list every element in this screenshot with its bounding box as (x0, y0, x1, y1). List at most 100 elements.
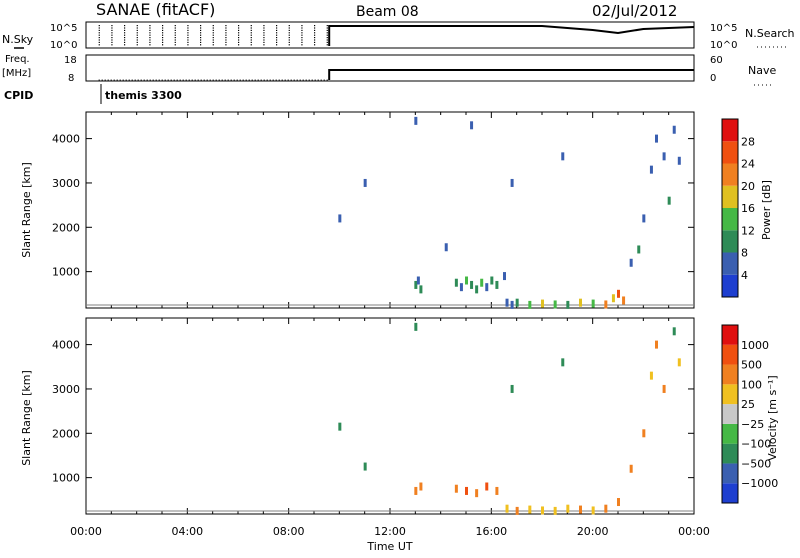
cpid-label: CPID (4, 89, 33, 102)
nsky-dot (200, 34, 202, 36)
nsky-dot (250, 32, 252, 34)
nsky-dot (111, 34, 113, 36)
velocity-colorbar-label: Velocity [m s⁻¹] (766, 375, 779, 460)
x-tick-label-0: 00:00 (70, 525, 102, 538)
nsky-dot (200, 44, 202, 46)
nsky-dot (250, 29, 252, 31)
power-ytick-label-1: 2000 (52, 221, 80, 234)
nsky-dot (276, 29, 278, 31)
velocity-mark-24 (338, 422, 342, 431)
velocity-mark-5 (485, 482, 489, 491)
velocity-colorbar-tick-7: −1000 (741, 477, 778, 490)
nsky-dot (288, 29, 290, 31)
power-mark-17 (541, 299, 544, 308)
nsky-dot (162, 27, 164, 29)
nsky-dot (200, 25, 202, 27)
velocity-colorbar-tick-4: −25 (741, 418, 764, 431)
nsky-dot (326, 39, 328, 41)
velocity-mark-26 (510, 384, 514, 393)
nsky-dot (225, 32, 227, 34)
nsky-dot (263, 25, 265, 27)
power-mark-10 (490, 276, 494, 285)
nsky-dot (288, 37, 290, 39)
nsky-dot (250, 39, 252, 41)
velocity-ytick-label-1: 2000 (52, 427, 80, 440)
velocity-ylabel: Slant Range [km] (20, 370, 33, 466)
nsky-dot (288, 41, 290, 43)
power-ylabel: Slant Range [km] (20, 162, 33, 258)
velocity-mark-14 (591, 506, 595, 515)
power-mark-7 (475, 285, 479, 294)
power-colorbar-label: Power [dB] (760, 180, 773, 240)
nsky-dot (98, 41, 100, 43)
nsky-dot (276, 32, 278, 34)
nsky-dot (149, 37, 151, 39)
power-mark-14 (510, 300, 514, 309)
nsky-dot (124, 41, 126, 43)
x-axis-ticks: 00:00 04:00 08:00 12:00 16:00 20:00 00:00 (70, 525, 710, 538)
nsky-dot (238, 29, 240, 31)
velocity-mark-17 (629, 464, 633, 473)
power-marks (338, 116, 681, 309)
nsky-dot (250, 25, 252, 27)
nsky-tick-bottom: 10^0 (50, 40, 77, 51)
nsky-dot (162, 37, 164, 39)
nsky-dot (136, 41, 138, 43)
nsky-dot (162, 44, 164, 46)
velocity-ytick-label-3: 4000 (52, 339, 80, 352)
nsky-dot (276, 34, 278, 36)
nsky-dot (263, 44, 265, 46)
nsky-dot (250, 41, 252, 43)
velocity-colorbar-band-1 (722, 463, 738, 484)
velocity-colorbar-tick-6: −500 (741, 457, 771, 470)
freq-unit: [MHz] (2, 68, 31, 79)
nsky-dot (174, 34, 176, 36)
power-colorbar-tick-3: 16 (741, 202, 755, 215)
velocity-mark-11 (553, 506, 557, 515)
power-mark-41 (444, 243, 448, 252)
power-mark-40 (561, 152, 565, 161)
nsky-dot (301, 25, 303, 27)
velocity-mark-4 (475, 489, 479, 498)
nsearch-tick-bottom: 10^0 (710, 40, 737, 51)
nsky-dot (263, 29, 265, 31)
nsky-dot (212, 41, 214, 43)
nsky-dot (301, 32, 303, 34)
velocity-mark-12 (566, 504, 570, 513)
nsky-dot (250, 27, 252, 29)
power-mark-12 (503, 272, 506, 281)
nsky-dot (149, 32, 151, 34)
nsky-dot (162, 39, 164, 41)
nsky-dot (136, 44, 138, 46)
freq-line (328, 69, 694, 80)
nsky-dot (288, 44, 290, 46)
nsky-line (328, 25, 695, 46)
velocity-mark-19 (649, 371, 653, 380)
nsky-dot (200, 27, 202, 29)
nsky-dot (212, 44, 214, 46)
velocity-mark-20 (655, 340, 658, 349)
nsky-dot (225, 44, 227, 46)
nsky-dot (174, 44, 176, 46)
nsky-dot (124, 29, 126, 31)
power-mark-8 (480, 278, 484, 287)
nsky-dot (174, 29, 176, 31)
nsky-dot (225, 25, 227, 27)
power-colorbar-tick-4: 20 (741, 180, 755, 193)
nsky-dot (326, 29, 328, 31)
power-colorbar-band-7 (722, 119, 738, 142)
velocity-marks (338, 322, 681, 515)
power-mark-18 (553, 300, 557, 309)
nsky-dot (288, 34, 290, 36)
nsky-dot (124, 34, 126, 36)
nsky-dot (111, 27, 113, 29)
nsky-dot (149, 34, 151, 36)
power-mark-28 (642, 214, 646, 223)
nsky-dot (136, 34, 138, 36)
nsky-dot (225, 39, 227, 41)
power-colorbar-frame (721, 118, 739, 298)
nsky-dot (288, 27, 290, 29)
nsky-dot (314, 25, 316, 27)
power-mark-31 (662, 152, 666, 161)
